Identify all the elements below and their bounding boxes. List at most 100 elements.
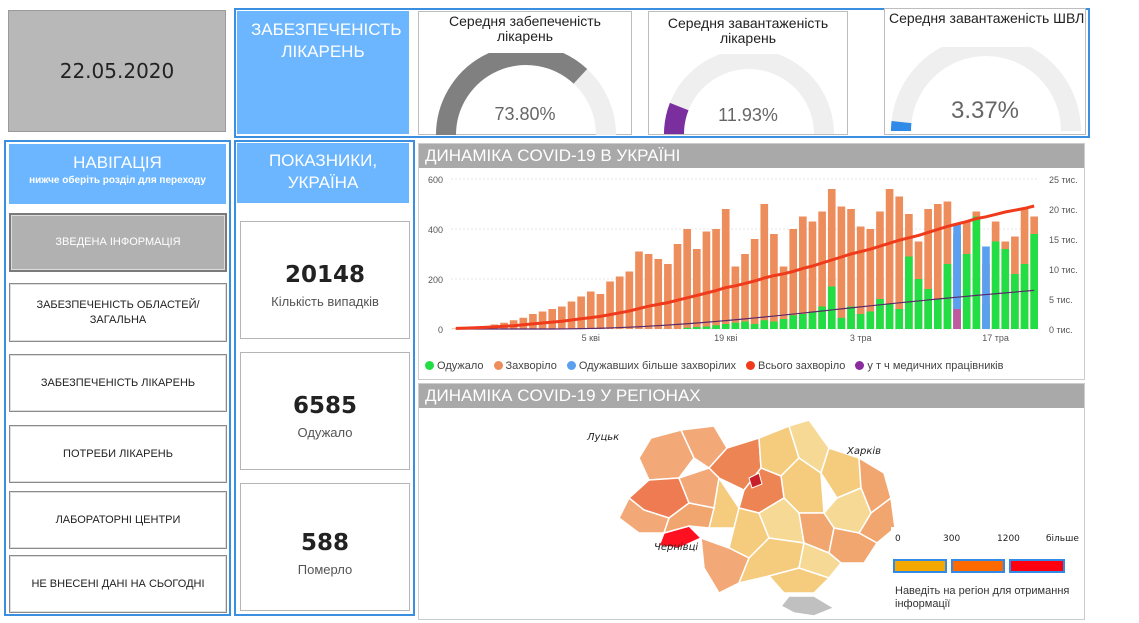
bar-sick (799, 216, 807, 329)
gauge-hospital-availability: Середня забепеченість лікарень 73.80% (418, 11, 632, 135)
nav-summary-button[interactable]: ЗВЕДЕНА ІНФОРМАЦІЯ (9, 213, 227, 272)
bar-sick (847, 209, 855, 329)
bar-recovered (943, 264, 952, 329)
city-label-lutsk: Луцьк (587, 432, 620, 443)
legend-item[interactable]: у т ч медичних працівників (855, 360, 1003, 372)
legend-item[interactable]: Захворіло (493, 360, 557, 372)
map-region (662, 502, 715, 535)
bar-sick (558, 306, 566, 329)
bar-sick (654, 259, 663, 329)
bar-sick (731, 266, 740, 329)
bar-medical (953, 309, 961, 329)
map-region-kyiv (748, 472, 763, 489)
bar-recovered (779, 319, 788, 329)
gauge-hospital-load: Середня завантаженість лікарень 11.93% (648, 11, 848, 135)
y2-tick-label: 5 тис. (1049, 295, 1073, 305)
bar-recovered-exceed (982, 246, 990, 329)
bar-sick (567, 301, 576, 329)
nav-button-label: ПОТРЕБИ ЛІКАРЕНЬ (63, 447, 173, 460)
kpi-value: 588 (300, 530, 349, 556)
bar-sick (721, 209, 730, 329)
bar-sick (750, 239, 759, 329)
legend-dot-icon (566, 361, 576, 370)
nav-button-label: ЗАБЕЗПЕЧЕНІСТЬ ОБЛАСТЕЙ/ ЗАГАЛЬНА (36, 298, 200, 326)
bar-recovered (808, 311, 817, 329)
navigation-title: НАВІГАЦІЯ (73, 153, 162, 172)
legend-label: Одужавших більше захворілих (578, 360, 737, 372)
bar-recovered (1011, 274, 1019, 329)
bar-recovered (876, 299, 884, 329)
gauge-arc (436, 53, 616, 135)
bar-recovered (721, 324, 730, 329)
bar-sick (538, 311, 547, 329)
kpi-label: Померло (297, 562, 353, 577)
bar-sick (866, 229, 875, 329)
legend-item[interactable]: Всього захворіло (746, 360, 845, 372)
map-hint: Наведіть на регіон для отримання інформа… (895, 585, 1070, 610)
covid-dynamics-chart: 600 400 200 0 25 тис. 20 тис. 15 тис. 10 тис. 5 … (428, 175, 1078, 343)
legend-item[interactable]: Одужало (425, 360, 484, 372)
nav-needs-button[interactable]: ПОТРЕБИ ЛІКАРЕНЬ (9, 425, 227, 483)
bar-sick (876, 211, 884, 329)
bar-sick (577, 296, 585, 329)
nav-hospitals-button[interactable]: ЗАБЕЗПЕЧЕНІСТЬ ЛІКАРЕНЬ (9, 354, 227, 412)
gauge-fill (436, 53, 588, 135)
line-medical-cumulative (455, 289, 1035, 330)
bar-sick (615, 276, 624, 329)
bar-sick (586, 291, 595, 329)
legend-label: Всього захворіло (758, 360, 846, 372)
bar-sick (664, 264, 672, 329)
date-display: 22.05.2020 (8, 10, 226, 132)
gauge-track (891, 47, 1081, 131)
bar-sick (837, 206, 846, 329)
bar-sick (683, 229, 691, 329)
bar-sick (885, 189, 894, 329)
indicators-header: ПОКАЗНИКИ, УКРАЇНА (237, 143, 409, 203)
bar-sick (741, 254, 749, 329)
legend-label: Одужало (437, 360, 484, 372)
ukraine-map[interactable] (609, 418, 899, 618)
bar-sick (712, 229, 720, 329)
bar-recovered-exceed (953, 224, 961, 329)
bar-sick (770, 234, 778, 329)
gauge-fill (664, 102, 689, 134)
chart-legend: Одужало Захворіло Одужавших більше захворі… (425, 360, 1003, 372)
bar-recovered (972, 216, 981, 329)
availability-header: ЗАБЕЗПЕЧЕНІСТЬ ЛІКАРЕНЬ (237, 11, 409, 134)
nav-button-label: ЗАБЕЗПЕЧЕНІСТЬ ЛІКАРЕНЬ (40, 376, 196, 389)
scale-tick: 0 (895, 534, 901, 544)
legend-item[interactable]: Одужавших більше захворілих (566, 360, 737, 372)
nav-labs-button[interactable]: ЛАБОРАТОРНІ ЦЕНТРИ (9, 491, 227, 549)
scale-tick: більше (1046, 534, 1079, 544)
bar-recovered (1030, 234, 1038, 329)
scale-tick: 300 (943, 534, 961, 544)
bar-recovered (847, 306, 855, 329)
gauge-value: 3.37% (950, 97, 1020, 124)
x-tick-label: 5 кві (582, 333, 600, 343)
nav-regions-button[interactable]: ЗАБЕЗПЕЧЕНІСТЬ ОБЛАСТЕЙ/ ЗАГАЛЬНА (9, 283, 227, 342)
bar-sick (529, 314, 537, 329)
dynamics-panel: ДИНАМІКА COVID-19 В УКРАЇНІ 600 400 200 0 25… (418, 143, 1085, 380)
y2-tick-label: 0 тис. (1049, 325, 1073, 335)
bar-recovered (683, 327, 691, 329)
y2-tick-label: 20 тис. (1049, 205, 1078, 215)
gauge-value: 11.93% (718, 105, 778, 125)
bar-recovered (885, 304, 894, 329)
y-tick-label: 400 (428, 225, 443, 235)
nav-missing-data-button[interactable]: НЕ ВНЕСЕНІ ДАНІ НА СЬОГОДНІ (9, 555, 227, 613)
bar-sick (789, 229, 798, 329)
gauge-title: Середня завантаженість лікарень (667, 15, 829, 46)
bar-sick (692, 249, 701, 329)
availability-title: ЗАБЕЗПЕЧЕНІСТЬ ЛІКАРЕНЬ (251, 20, 402, 61)
bar-sick (644, 254, 653, 329)
legend-dot-icon (855, 361, 865, 370)
nav-button-label: НЕ ВНЕСЕНІ ДАНІ НА СЬОГОДНІ (31, 577, 205, 590)
bar-recovered (731, 322, 740, 329)
date-text: 22.05.2020 (59, 59, 175, 83)
bar-sick (606, 281, 614, 329)
kpi-recovered: 6585 Одужало (240, 352, 410, 470)
bar-recovered (799, 314, 807, 329)
x-tick-label: 17 тра (982, 333, 1009, 343)
bar-sick (924, 209, 932, 329)
legend-dot-icon (425, 361, 434, 370)
